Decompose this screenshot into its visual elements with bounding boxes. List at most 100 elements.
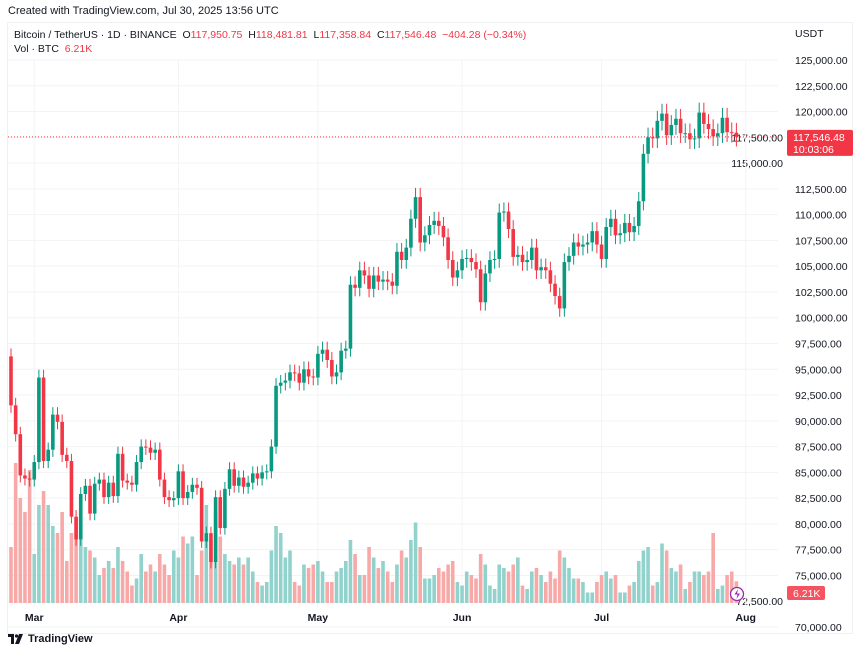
candle-body[interactable] (139, 446, 143, 463)
candle-body[interactable] (283, 380, 288, 383)
candle-body[interactable] (669, 124, 674, 136)
candle-body[interactable] (353, 284, 357, 288)
volume-label[interactable]: Vol · BTC (14, 43, 59, 55)
candle-body[interactable] (320, 349, 325, 354)
candle-body[interactable] (562, 262, 567, 309)
candle-body[interactable] (158, 449, 162, 480)
symbol-label[interactable]: Bitcoin / TetherUS · 1D · BINANCE (14, 29, 177, 41)
candle-body[interactable] (418, 197, 422, 243)
candle-body[interactable] (660, 113, 664, 121)
candle-body[interactable] (567, 255, 571, 263)
candle-body[interactable] (478, 269, 483, 303)
candle-body[interactable] (697, 112, 701, 139)
candle-body[interactable] (171, 498, 176, 501)
candle-body[interactable] (255, 473, 260, 479)
candle-body[interactable] (623, 222, 627, 234)
candle-body[interactable] (371, 275, 376, 289)
candle-body[interactable] (330, 359, 334, 377)
candle-body[interactable] (674, 118, 678, 125)
candle-body[interactable] (195, 484, 199, 488)
candle-body[interactable] (218, 497, 223, 529)
candle-body[interactable] (627, 222, 632, 233)
candle-body[interactable] (92, 483, 97, 514)
candle-body[interactable] (348, 284, 353, 349)
candle-body[interactable] (190, 484, 195, 492)
candle-body[interactable] (176, 471, 181, 499)
candle-body[interactable] (37, 377, 41, 463)
candle-body[interactable] (325, 349, 329, 360)
candle-body[interactable] (664, 113, 669, 136)
candle-body[interactable] (516, 254, 520, 257)
candle-body[interactable] (725, 117, 729, 133)
candle-body[interactable] (427, 224, 432, 236)
candle-body[interactable] (148, 447, 153, 453)
candle-body[interactable] (102, 479, 106, 498)
candle-body[interactable] (576, 242, 581, 247)
candle-body[interactable] (311, 376, 316, 378)
candle-body[interactable] (720, 117, 725, 134)
candle-body[interactable] (237, 477, 241, 486)
candle-body[interactable] (74, 516, 78, 540)
candle-body[interactable] (51, 414, 55, 450)
candle-body[interactable] (185, 491, 190, 499)
candle-body[interactable] (130, 482, 134, 485)
candle-body[interactable] (553, 283, 557, 297)
candle-body[interactable] (530, 247, 534, 260)
candle-body[interactable] (246, 482, 250, 487)
candle-body[interactable] (520, 254, 525, 263)
candle-body[interactable] (609, 218, 613, 228)
candle-body[interactable] (441, 225, 446, 238)
candle-body[interactable] (18, 434, 23, 476)
candle-body[interactable] (344, 348, 348, 351)
candle-body[interactable] (636, 201, 641, 226)
candle-body[interactable] (483, 273, 488, 303)
candle-body[interactable] (274, 385, 278, 447)
candle-body[interactable] (357, 270, 362, 288)
candle-body[interactable] (702, 112, 706, 124)
candle-body[interactable] (97, 479, 102, 484)
candle-body[interactable] (613, 218, 618, 236)
candle-body[interactable] (655, 120, 660, 139)
candle-body[interactable] (106, 482, 111, 498)
candle-body[interactable] (167, 497, 171, 501)
candle-body[interactable] (455, 270, 460, 278)
candle-body[interactable] (88, 485, 92, 514)
candle-body[interactable] (362, 270, 367, 276)
candle-body[interactable] (111, 482, 116, 497)
candle-body[interactable] (209, 533, 213, 563)
candle-body[interactable] (497, 212, 502, 259)
candle-body[interactable] (683, 133, 688, 135)
candle-body[interactable] (13, 405, 18, 435)
candle-body[interactable] (618, 233, 622, 236)
candle-body[interactable] (316, 353, 320, 378)
candle-body[interactable] (65, 454, 69, 462)
candle-body[interactable] (450, 259, 455, 278)
candle-body[interactable] (9, 356, 13, 406)
candle-body[interactable] (251, 473, 255, 483)
candle-body[interactable] (585, 242, 590, 245)
currency-label[interactable]: USDT (795, 28, 824, 40)
candle-body[interactable] (511, 229, 515, 257)
candle-body[interactable] (474, 262, 478, 270)
candle-body[interactable] (678, 118, 683, 134)
candle-body[interactable] (292, 372, 297, 374)
candle-body[interactable] (32, 462, 37, 480)
candle-body[interactable] (232, 469, 236, 486)
candle-body[interactable] (506, 211, 511, 230)
candle-body[interactable] (404, 247, 409, 260)
candle-body[interactable] (460, 258, 464, 271)
tradingview-logo[interactable]: TradingView (8, 633, 93, 645)
candle-body[interactable] (162, 479, 167, 498)
candle-body[interactable] (264, 471, 269, 473)
candle-body[interactable] (385, 279, 390, 282)
candle-body[interactable] (599, 244, 604, 259)
candle-body[interactable] (125, 480, 130, 483)
candle-body[interactable] (241, 477, 246, 487)
candle-body[interactable] (432, 220, 436, 225)
candle-body[interactable] (199, 487, 204, 542)
candle-body[interactable] (729, 132, 734, 134)
candle-body[interactable] (734, 132, 739, 137)
candle-body[interactable] (525, 259, 529, 263)
candle-body[interactable] (376, 275, 381, 282)
candle-body[interactable] (269, 446, 274, 472)
